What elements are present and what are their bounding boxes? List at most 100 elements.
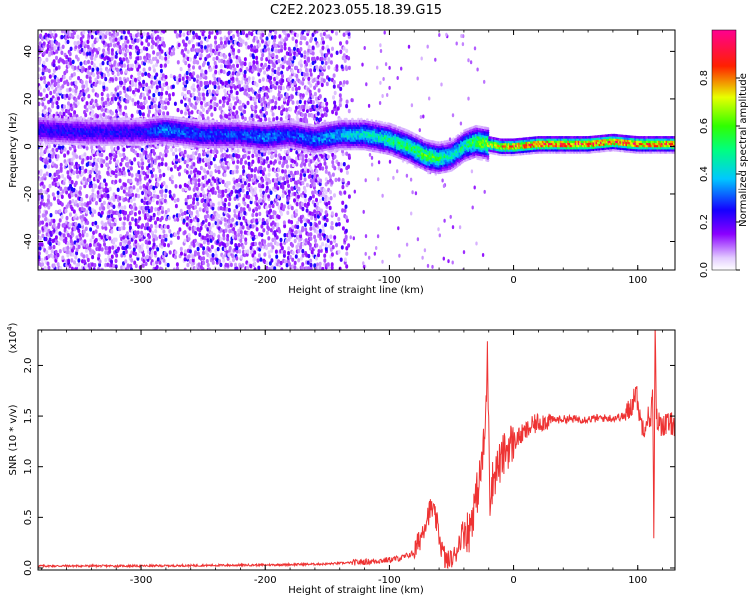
spectrogram-cell [197, 178, 201, 183]
spectrogram-cell [219, 237, 223, 242]
spectrogram-cell [194, 231, 198, 236]
spectrogram-cell [140, 154, 144, 159]
spectrogram-cell [288, 254, 292, 260]
spectrogram-cell [86, 155, 90, 161]
spectrogram-cell [112, 66, 116, 72]
spectrogram-cell [38, 220, 42, 225]
spectrogram-cell [91, 234, 95, 240]
spectrogram-cell [293, 260, 297, 266]
spectrogram-cell [362, 209, 365, 214]
spectrogram-cell [65, 69, 69, 74]
spectrogram-cell [122, 261, 125, 266]
spectrogram-cell [275, 96, 278, 102]
spectrogram-cell [227, 162, 231, 167]
spectrogram-cell [199, 192, 203, 198]
spectrogram-cell [142, 252, 145, 258]
spectrogram-cell [92, 267, 96, 270]
spectrogram-cell [343, 58, 347, 63]
spectrogram-cell [196, 222, 200, 227]
spectrogram-cell [347, 108, 351, 114]
spectrogram-cell [307, 56, 310, 61]
spectrogram-cell [168, 93, 171, 98]
spectrogram-cell [187, 254, 191, 259]
spectrogram-cell [124, 249, 128, 254]
spectrogram-cell [114, 179, 118, 184]
spectrogram-cell [110, 145, 114, 150]
spectrogram-cell [202, 96, 206, 101]
spectrogram-cell [72, 170, 76, 175]
spectrogram-cell [126, 263, 130, 268]
spectrogram-cell [41, 220, 45, 225]
spectrogram-cell [476, 67, 479, 72]
spectrogram-cell [281, 169, 285, 174]
spectrogram-cell [208, 193, 211, 198]
spectrogram-cell [443, 218, 446, 223]
spectrogram-cell [148, 240, 151, 245]
spectrogram-cell [280, 37, 284, 42]
spectrogram-cell [319, 236, 323, 241]
spectrogram-cell [237, 232, 241, 237]
spectrogram-cell [139, 101, 143, 107]
spectrogram-cell [251, 212, 255, 218]
spectrogram-cell [172, 193, 176, 198]
spectrogram-cell [204, 30, 208, 32]
spectrogram-cell [164, 162, 168, 167]
spectrogram-cell [122, 147, 126, 152]
spectrogram-cell [347, 164, 350, 169]
spectrogram-cell [94, 162, 98, 167]
spectrogram-cell [102, 48, 106, 53]
spectrogram-cell [305, 105, 309, 110]
spectrogram-cell [63, 153, 67, 158]
spectrogram-cell [73, 65, 77, 71]
spectrogram-cell [259, 257, 263, 262]
spectrogram-cell [69, 112, 73, 118]
spectrogram-cell [66, 241, 70, 246]
spectrogram-cell [344, 65, 348, 70]
spectrogram-cell [440, 82, 443, 87]
spectrogram-cell [253, 190, 257, 196]
spectrogram-cell [250, 113, 254, 118]
spectrogram-cell [213, 60, 217, 66]
spectrogram-cell [74, 88, 78, 94]
spectrogram-cell [274, 149, 278, 154]
spectrogram-cell [295, 208, 298, 214]
spectrogram-cell [77, 244, 81, 250]
spectrogram-cell [120, 205, 124, 210]
spectrogram-cell [110, 229, 114, 234]
spectrogram-cell [193, 226, 197, 231]
spectrogram-cell [211, 215, 215, 220]
spectrogram-cell [308, 242, 312, 248]
spectrogram-cell [305, 68, 309, 73]
spectrogram-cell [160, 189, 164, 194]
spectrogram-cell [202, 246, 206, 251]
spectrogram-cell [208, 225, 212, 231]
spectrogram-cell [134, 233, 138, 239]
spectrogram-cell [146, 154, 150, 159]
spectrogram-cell [47, 68, 51, 74]
spectrogram-cell [55, 177, 59, 182]
spectrogram-cell [186, 262, 190, 268]
spectrogram-cell [57, 169, 61, 174]
spectrogram-cell [88, 161, 92, 166]
spectrogram-cell [55, 55, 58, 61]
spectrogram-cell [128, 85, 132, 90]
spectrogram-cell [232, 63, 235, 69]
spectrogram-cell [115, 253, 119, 258]
spectrogram-cell [304, 112, 307, 118]
spectrogram-cell [303, 193, 307, 199]
spectrogram-cell [267, 194, 271, 199]
spectrogram-cell [99, 67, 103, 72]
spectrogram-cell [164, 56, 168, 61]
spectrogram-cell [290, 69, 294, 74]
spectrogram-cell [254, 241, 258, 247]
spectrogram-cell [301, 226, 305, 231]
spectrogram-cell [341, 178, 345, 183]
spectrogram-cell [110, 48, 114, 53]
spectrogram-cell [110, 56, 114, 61]
spectrogram-cell [251, 159, 255, 164]
spectrogram-cell [66, 253, 70, 258]
spectrogram-cell [198, 170, 202, 176]
spectrogram-cell [182, 53, 186, 58]
spectrogram-cell [237, 243, 241, 248]
spectrogram-cell [96, 224, 100, 230]
